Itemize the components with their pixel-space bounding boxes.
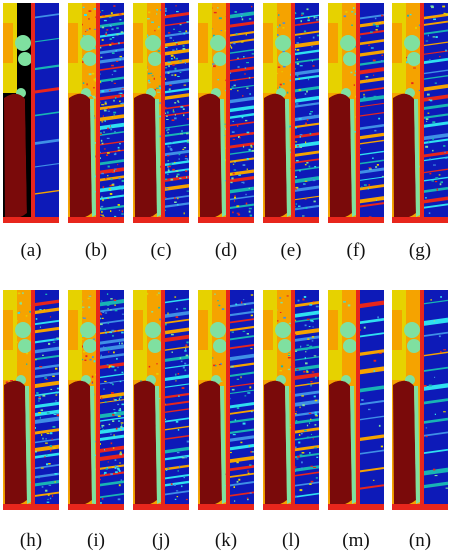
panel-label: (k) [214, 530, 238, 551]
classification-map-d [198, 3, 254, 223]
map-graphic [68, 290, 124, 510]
map-graphic [198, 290, 254, 510]
panel-label: (b) [84, 240, 108, 261]
panel-label: (a) [20, 240, 42, 261]
panel-label: (i) [87, 530, 105, 551]
map-graphic [133, 290, 189, 510]
map-graphic [263, 3, 319, 223]
panel-label: (l) [282, 530, 300, 551]
panel-label: (c) [150, 240, 172, 261]
map-graphic [263, 290, 319, 510]
classification-map-h [3, 290, 59, 510]
map-graphic [392, 290, 448, 510]
map-graphic [328, 290, 384, 510]
classification-map-l [263, 290, 319, 510]
classification-map-g [392, 3, 448, 223]
map-graphic [392, 3, 448, 223]
classification-map-m [328, 290, 384, 510]
panel-label: (j) [152, 530, 170, 551]
map-graphic [133, 3, 189, 223]
map-graphic [328, 3, 384, 223]
classification-map-j [133, 290, 189, 510]
panel-label: (n) [408, 530, 432, 551]
panel-label: (f) [346, 240, 366, 261]
panel-label: (h) [19, 530, 43, 551]
panel-label: (d) [214, 240, 238, 261]
panel-label: (m) [342, 530, 370, 551]
classification-map-a [3, 3, 59, 223]
map-graphic [68, 3, 124, 223]
classification-map-i [68, 290, 124, 510]
panel-label: (g) [408, 240, 432, 261]
map-graphic [198, 3, 254, 223]
classification-map-f [328, 3, 384, 223]
classification-map-e [263, 3, 319, 223]
classification-map-k [198, 290, 254, 510]
map-graphic [3, 290, 59, 510]
classification-map-c [133, 3, 189, 223]
map-graphic [3, 3, 59, 223]
classification-map-b [68, 3, 124, 223]
panel-label: (e) [280, 240, 302, 261]
classification-map-n [392, 290, 448, 510]
